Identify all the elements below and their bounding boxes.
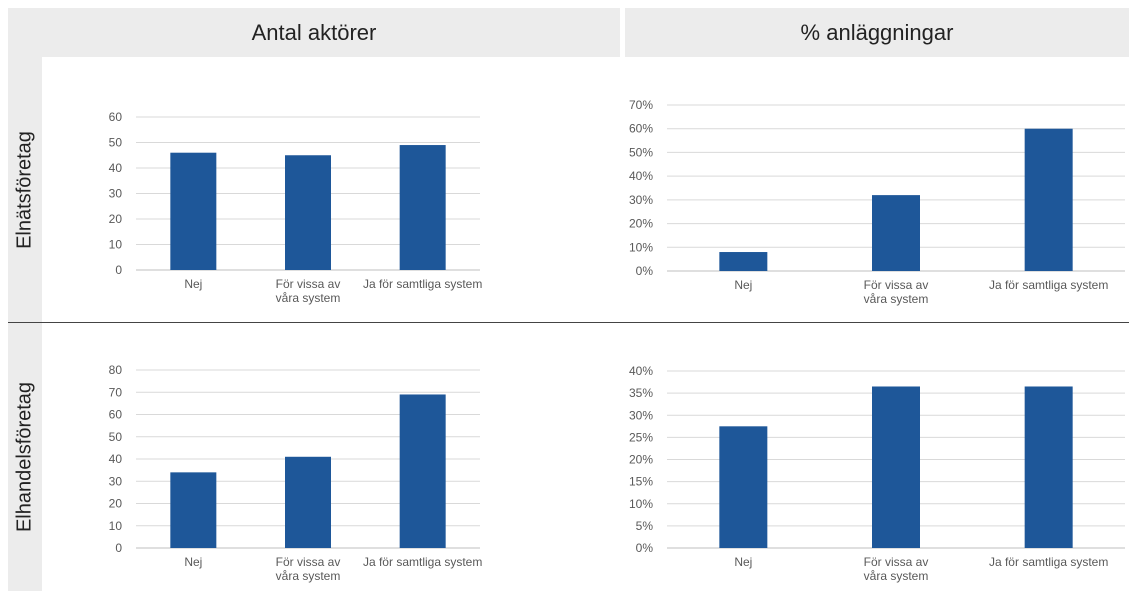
bar [719,252,768,271]
y-tick-label: 20% [629,217,653,231]
bar [170,472,217,548]
bar [1024,386,1073,548]
chart-elnat-antal: 0 10 20 30 40 50 60 Nej För vissa av våra system J… [109,110,483,305]
header-antal-aktorer: Antal aktörer [8,8,620,57]
y-tick-label: 60 [109,408,123,422]
x-tick-label: För vissa av våra system [864,555,929,583]
chart-elhandel-procent: 0% 5% 10% 15% 20% 25% 30% 35% 40% Nej För vissa av… [629,364,1125,583]
x-tick-label: Ja för samtliga system [989,555,1108,569]
header-right-title: % anläggningar [800,20,954,45]
y-tick-label: 60 [109,110,123,124]
y-tick-label: 50 [109,430,123,444]
bar [399,145,446,270]
y-tick-label: 20 [109,212,123,226]
y-tick-label: 40 [109,452,123,466]
x-tick-label: Nej [734,555,752,569]
y-tick-label: 15% [629,475,653,489]
y-tick-label: 30% [629,193,653,207]
x-tick-label: Nej [734,278,752,292]
x-tick-label: Ja för samtliga system [363,555,482,569]
row-top-label: Elnätsföretag [13,130,36,249]
y-tick-label: 50 [109,136,123,150]
x-tick-label: För vissa av våra system [864,278,929,306]
y-tick-label: 10% [629,240,653,254]
y-tick-label: 40 [109,161,123,175]
y-tick-label: 30% [629,408,653,422]
bar [285,456,331,548]
bar [285,155,331,270]
bar [719,426,768,548]
bar [1024,128,1073,271]
y-tick-label: 40% [629,169,653,183]
row-label-elhandelsforetag: Elhandelsföretag [8,323,42,591]
bar [872,386,920,548]
x-tick-label: För vissa av våra system [276,555,341,583]
y-tick-label: 0 [115,541,122,555]
y-tick-label: 30 [109,187,123,201]
y-tick-label: 30 [109,474,123,488]
header-left-title: Antal aktörer [251,20,377,45]
y-tick-label: 70 [109,385,123,399]
y-tick-label: 5% [636,519,654,533]
y-tick-label: 70% [629,98,653,112]
y-tick-label: 40% [629,364,653,378]
bar [399,394,446,548]
y-tick-label: 10 [109,238,123,252]
y-tick-label: 20 [109,497,123,511]
y-tick-label: 0% [636,541,654,555]
x-tick-label: Nej [184,277,202,291]
bar [872,195,920,271]
row-divider [8,322,1129,323]
y-tick-label: 0% [636,264,654,278]
y-tick-label: 10 [109,519,123,533]
y-tick-label: 25% [629,430,653,444]
y-tick-label: 10% [629,497,653,511]
y-tick-label: 20% [629,453,653,467]
row-bottom-label: Elhandelsföretag [13,381,36,533]
y-tick-label: 50% [629,145,653,159]
y-tick-label: 80 [109,363,123,377]
x-tick-label: Ja för samtliga system [989,278,1108,292]
chart-elhandel-antal: 0 10 20 30 40 50 60 70 80 Nej För vissa av våra sys… [109,363,483,583]
row-label-elnatsforetag: Elnätsföretag [8,57,42,322]
y-tick-label: 0 [115,263,122,277]
chart-elnat-procent: 0% 10% 20% 30% 40% 50% 60% 70% Nej För vissa av vå… [629,98,1125,306]
header-procent-anlaggningar: % anläggningar [625,8,1129,57]
y-tick-label: 60% [629,122,653,136]
x-tick-label: Nej [184,555,202,569]
bar [170,152,217,270]
x-tick-label: Ja för samtliga system [363,277,482,291]
y-tick-label: 35% [629,386,653,400]
x-tick-label: För vissa av våra system [276,277,341,305]
